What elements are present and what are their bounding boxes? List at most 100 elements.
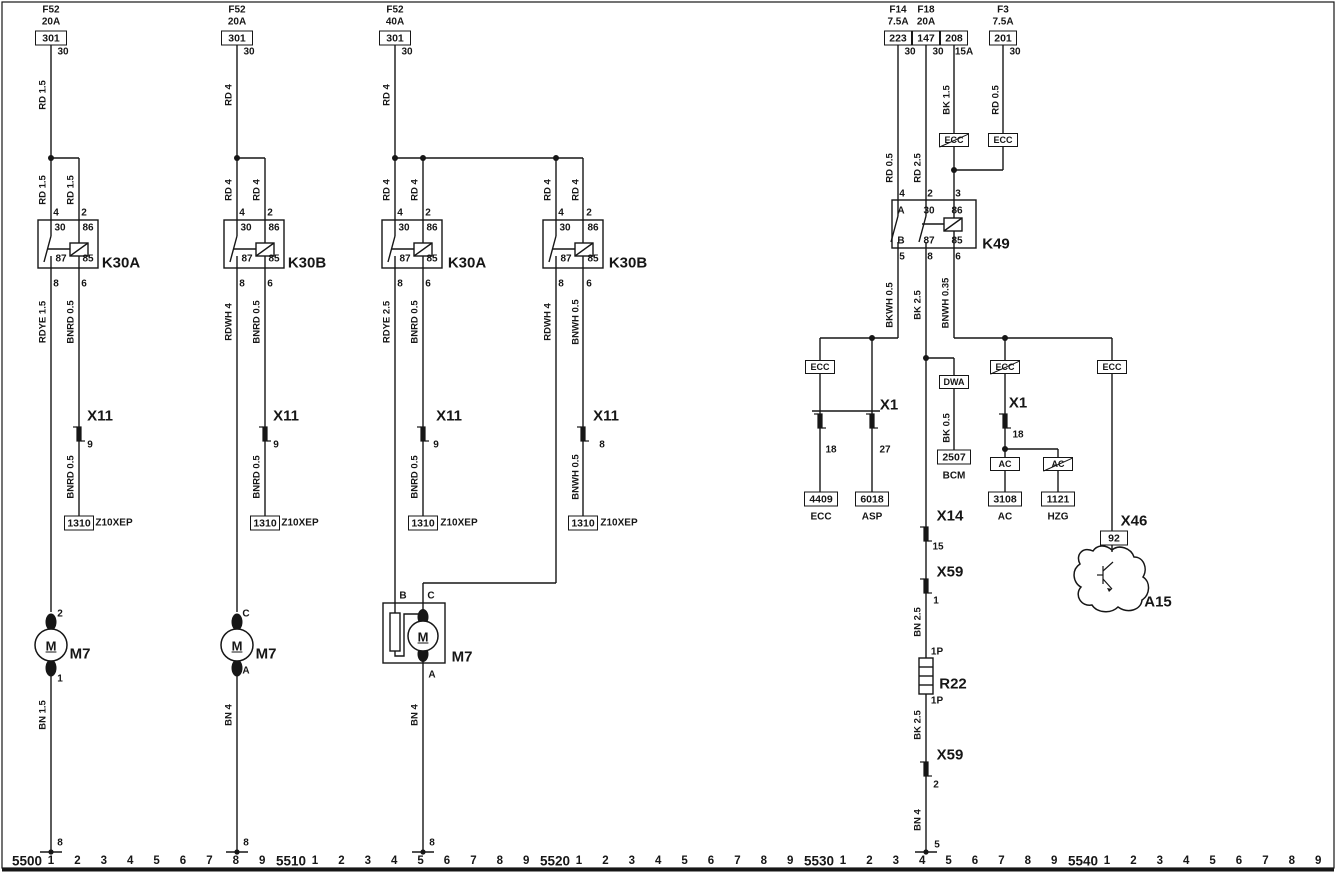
pin-number: 18: [1012, 429, 1024, 441]
pin-number: 6: [81, 278, 87, 290]
ruler-track-number: 8: [232, 855, 239, 867]
component-reference: X59: [936, 746, 964, 764]
pin-number: 2: [933, 779, 939, 791]
relay-K30B-box: [542, 219, 604, 269]
connector-X11-pin9: [417, 426, 429, 442]
relay-K49-box: [891, 199, 977, 249]
wire-color-label: BN 1.5: [37, 700, 49, 730]
code-box: 4409: [804, 491, 838, 507]
ruler-track-number: 8: [760, 855, 767, 867]
tag-box: ECC: [1097, 360, 1127, 374]
pin-number: 86: [951, 205, 963, 217]
wire-color-label: BNRD 0.5: [409, 300, 421, 344]
relay-K30B-box: [223, 219, 285, 269]
circuit-relay-K49: [812, 45, 1113, 853]
pin-number: 4: [239, 207, 245, 219]
pin-number: 8: [239, 278, 245, 290]
pin-number: 1: [933, 595, 939, 607]
code-box: 301: [35, 30, 67, 46]
wire-color-label: RD 0.5: [884, 153, 896, 183]
wire-color-label: RD 4: [542, 179, 554, 201]
pin-number: 30: [54, 222, 66, 234]
ruler-track-number: 2: [1130, 855, 1137, 867]
strike-line: [938, 133, 970, 148]
pin-number: C: [427, 590, 435, 602]
ruler-track-number: 4: [654, 855, 662, 867]
fuse-label: F52: [42, 4, 60, 16]
pin-number: 86: [587, 222, 599, 234]
ruler-track-number: 8: [1024, 855, 1031, 867]
pin-number: 8: [53, 278, 59, 290]
wire-color-label: RD 4: [223, 84, 235, 106]
component-reference: M7: [451, 648, 473, 666]
wire-color-label: RD 4: [251, 179, 263, 201]
ruler-track-number: 2: [74, 855, 81, 867]
pin-number: 4: [899, 188, 905, 200]
fuse-label: 20A: [916, 16, 936, 28]
wire-color-label: BNRD 0.5: [251, 455, 263, 499]
pin-number: C: [242, 608, 250, 620]
pin-number: 87: [55, 253, 67, 265]
fuse-label: 7.5A: [992, 16, 1014, 28]
circuit-wiper-dual: [381, 45, 604, 853]
ruler-track-number: 9: [258, 855, 266, 867]
component-reference: X1: [1008, 394, 1028, 412]
ruler-track-number: 4: [126, 855, 134, 867]
wire-color-label: BN 4: [223, 704, 235, 726]
ruler-track-number: 7: [470, 855, 477, 867]
wire-color-label: BN 4: [409, 704, 421, 726]
code-box: 301: [379, 30, 411, 46]
component-code-label: Z10XEP: [440, 517, 478, 529]
ruler-track-number: 5: [1209, 855, 1216, 867]
ruler-track-number: 3: [100, 855, 107, 867]
ruler-track-number: 2: [338, 855, 345, 867]
ruler-section-label: 5510: [275, 853, 307, 869]
pin-number: 2: [57, 608, 63, 620]
wire-color-label: BK 1.5: [941, 85, 953, 115]
ruler-track-number: 2: [602, 855, 609, 867]
pin-number: 27: [879, 444, 891, 456]
pin-number: 4: [397, 207, 403, 219]
pin-number: 8: [927, 251, 933, 263]
code-box: 1121: [1041, 491, 1075, 507]
code-box: 1310: [568, 515, 598, 531]
component-reference: K30B: [287, 254, 327, 272]
motor-M7-1: [34, 613, 68, 677]
ruler-track-number: 7: [998, 855, 1005, 867]
wire-color-label: RDYE 1.5: [37, 300, 49, 344]
pin-number: 85: [951, 235, 963, 247]
code-box: 1310: [250, 515, 280, 531]
ruler-track-number: 3: [1156, 855, 1163, 867]
ruler-track-number: 5: [681, 855, 688, 867]
connector-symbols: [73, 413, 1011, 777]
ruler-track-number: 2: [866, 855, 873, 867]
pin-number: 85: [587, 253, 599, 265]
tag-box: AC: [990, 457, 1020, 471]
fuse-label: 20A: [227, 16, 247, 28]
pin-number: 30: [904, 46, 916, 58]
pin-number: A: [428, 669, 436, 681]
code-box: 147: [912, 30, 940, 46]
component-reference: X11: [593, 407, 619, 425]
circuit-washer-pump-2: [223, 45, 285, 853]
pin-number: 30: [398, 222, 410, 234]
component-reference: X14: [936, 507, 964, 525]
relay-coil: [943, 217, 963, 232]
wire-color-label: RD 4: [223, 179, 235, 201]
code-box: 2507: [937, 449, 971, 465]
wire-color-label: RD 1.5: [37, 175, 49, 205]
pin-number: 9: [87, 439, 93, 451]
code-box: 301: [221, 30, 253, 46]
component-code-label: ECC: [810, 511, 832, 523]
connector-X11-pin9: [259, 426, 271, 442]
ruler-track-number: 6: [1235, 855, 1243, 867]
wire-color-label: RD 4: [409, 179, 421, 201]
fuse-label: 40A: [385, 16, 405, 28]
wire-color-label: BNRD 0.5: [251, 300, 263, 344]
pin-number: A: [897, 205, 905, 217]
ruler-section-label: 5520: [539, 853, 571, 869]
component-reference: X11: [273, 407, 299, 425]
pin-number: 30: [559, 222, 571, 234]
